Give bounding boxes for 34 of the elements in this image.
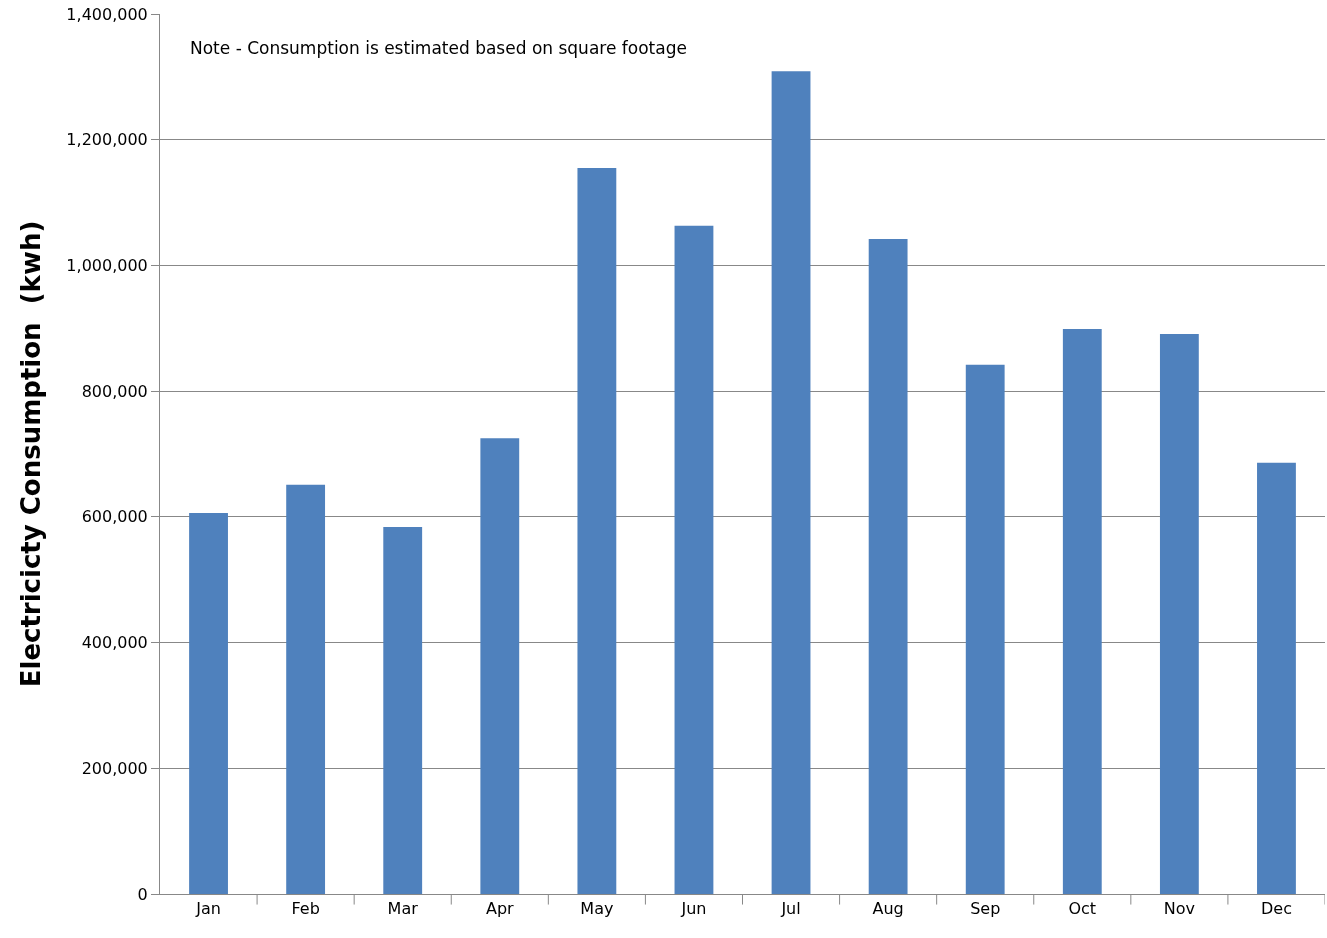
x-tick-label: Mar [387, 899, 419, 919]
y-tick-label: 200,000 [81, 758, 148, 778]
bar [189, 513, 228, 894]
bar [1257, 462, 1296, 894]
bar [1062, 328, 1102, 894]
y-tick-label: 0 [137, 884, 148, 904]
x-tick-label: Nov [1163, 899, 1195, 919]
x-tick-label: May [580, 899, 614, 919]
y-tick-label: 800,000 [81, 381, 148, 401]
bar [383, 526, 423, 894]
x-tick-label: Jan [195, 899, 221, 919]
x-tick-label: Feb [291, 899, 320, 919]
y-tick-label: 1,400,000 [66, 4, 148, 24]
x-tick-label: Dec [1260, 899, 1292, 919]
y-tick-label: 600,000 [81, 507, 148, 527]
bar [868, 239, 908, 894]
annotation: Note - Consumption is estimated based on square footage [190, 38, 687, 58]
y-axis-title: Electricicty Consumption (kwh) [15, 220, 46, 688]
x-tick-label: Apr [485, 899, 515, 919]
x-tick-label: Oct [1068, 899, 1097, 919]
y-tick-label: 1,200,000 [66, 130, 148, 150]
bar [771, 71, 811, 894]
bar [1159, 333, 1199, 894]
bar [674, 225, 714, 894]
bar [480, 438, 520, 894]
bar [286, 484, 326, 894]
y-tick-label: 400,000 [81, 633, 148, 653]
bar [577, 168, 617, 894]
x-tick-label: Jul [780, 899, 801, 919]
bar [965, 364, 1005, 894]
x-tick-label: Jun [680, 899, 707, 919]
x-tick-label: Aug [872, 899, 904, 919]
y-tick-label: 1,000,000 [66, 256, 148, 276]
x-tick-label: Sep [970, 899, 1001, 919]
